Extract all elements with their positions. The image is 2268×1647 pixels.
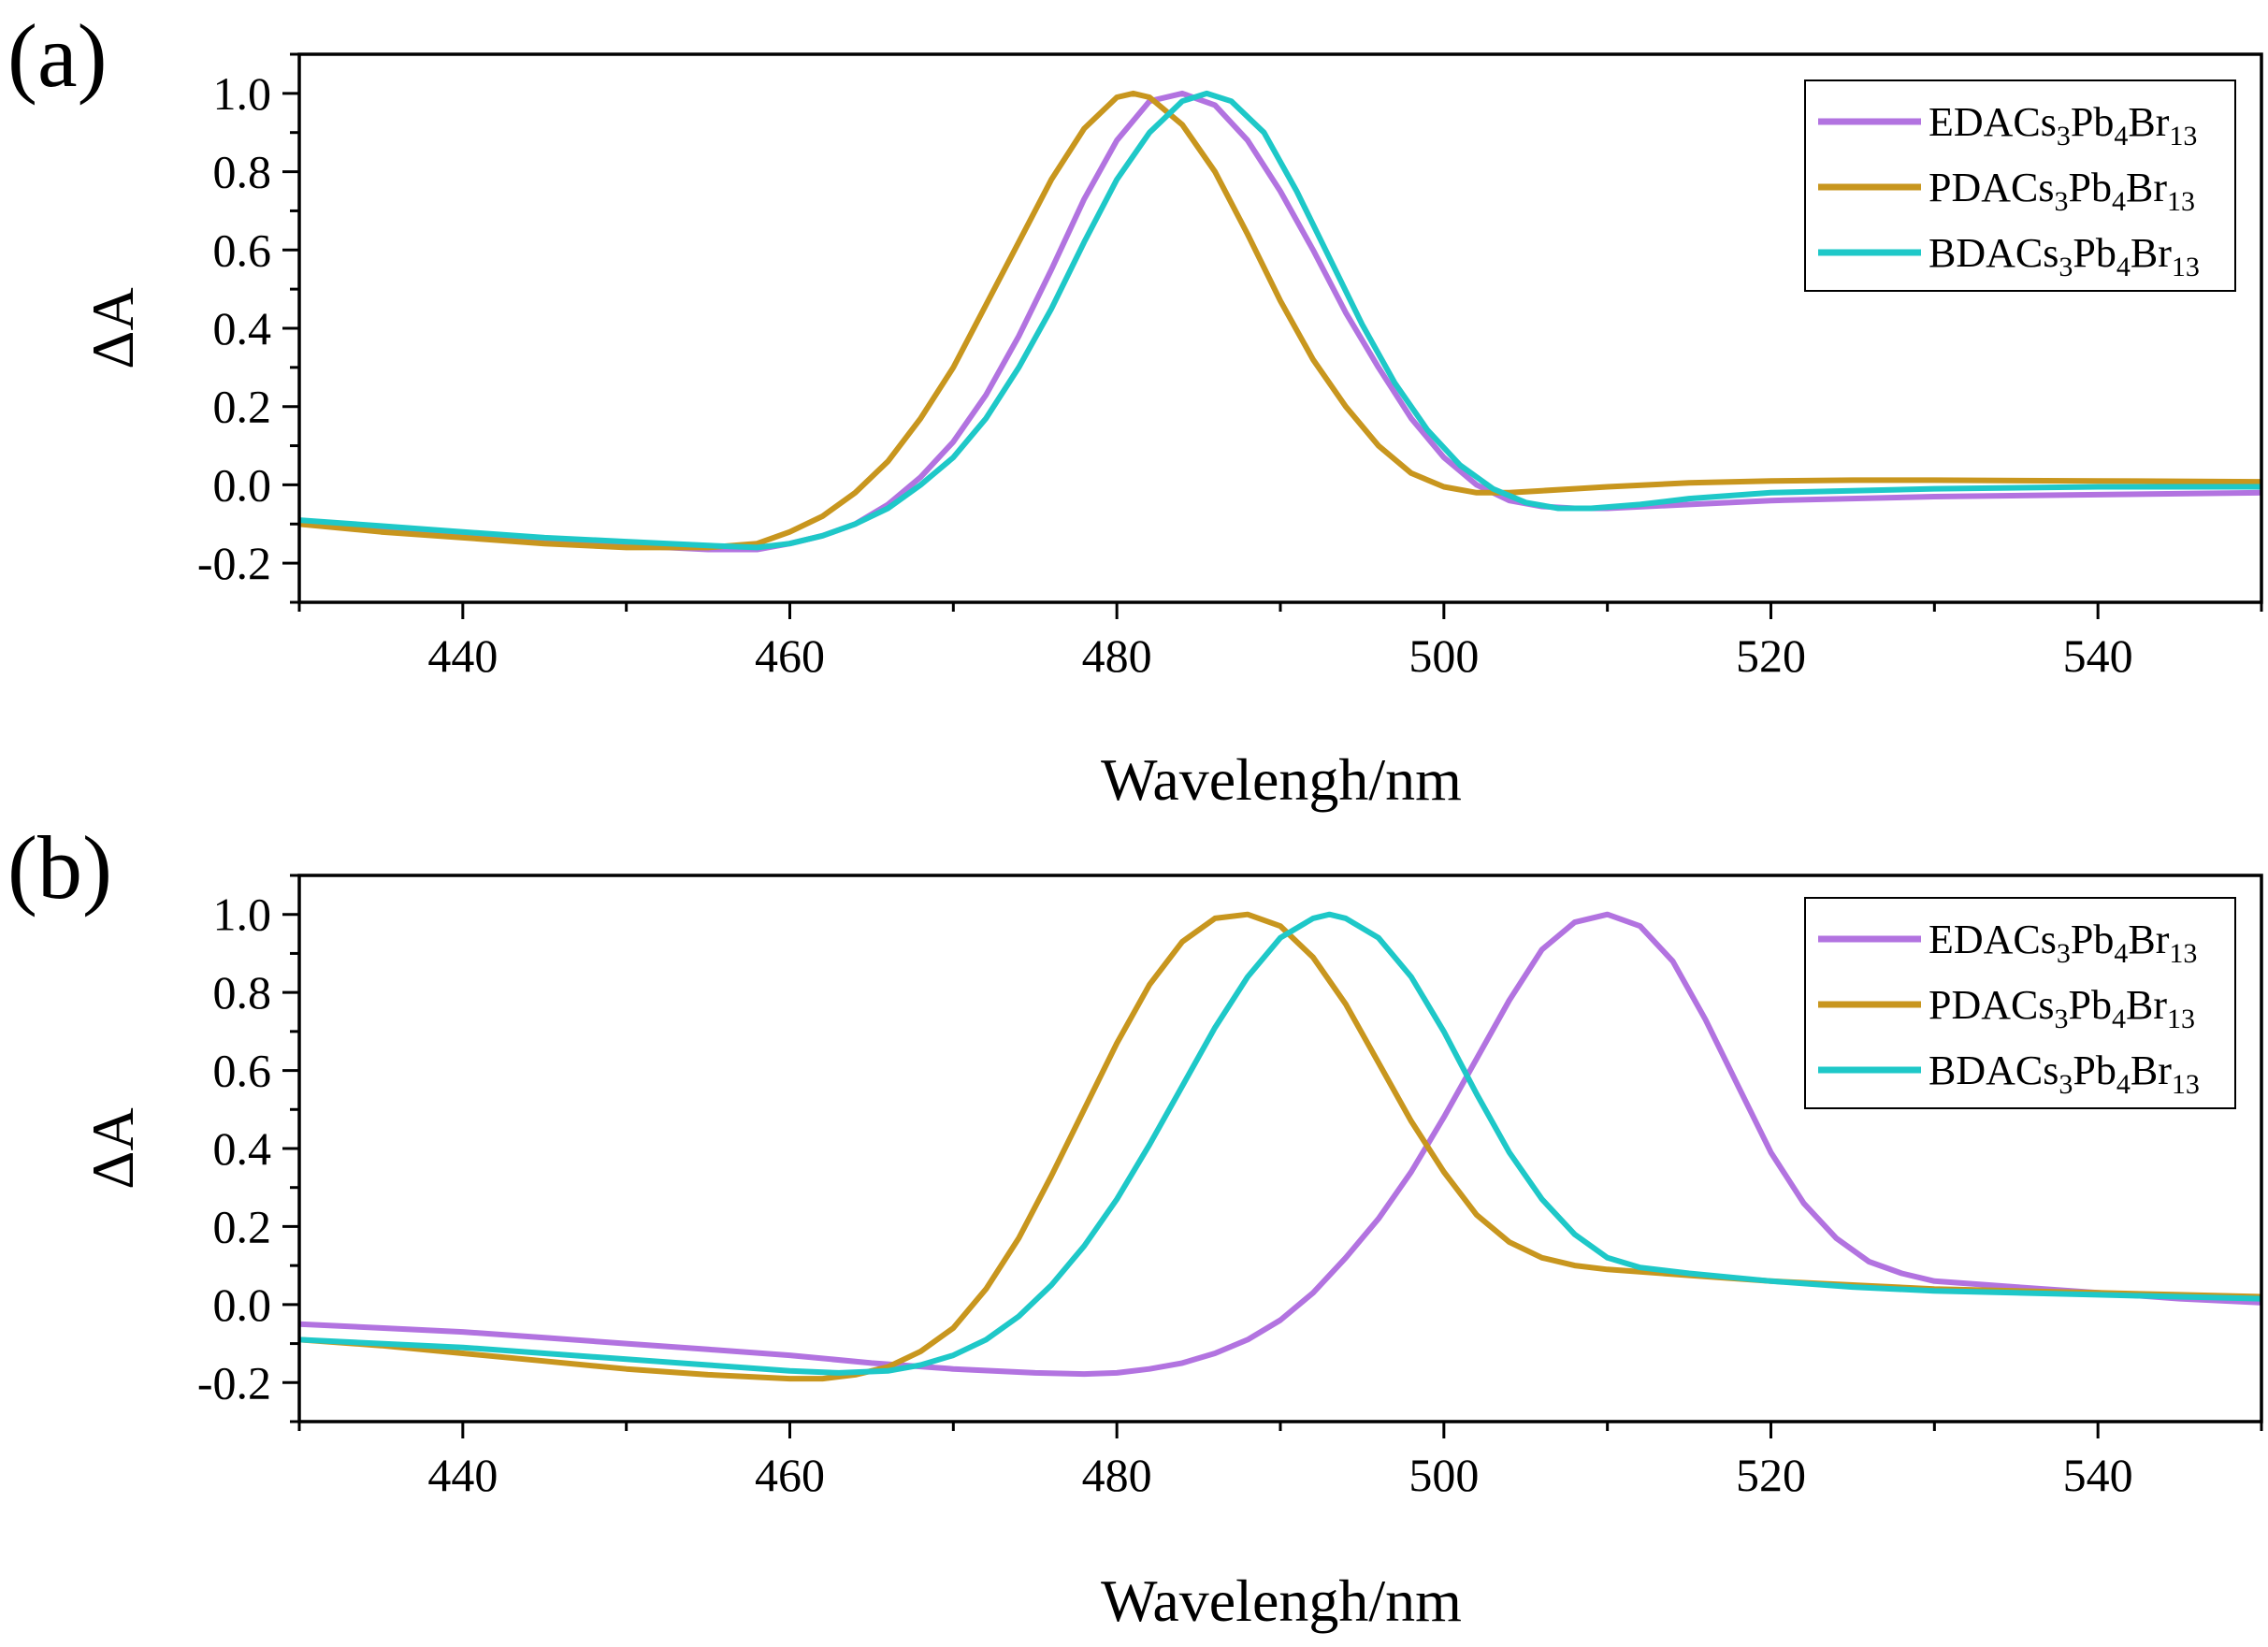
series-line-bdacs-b [299, 911, 2261, 1376]
x-axis-title-b: Wavelengh/nm [1101, 1568, 1462, 1634]
y-axis-title-b: ΔA [79, 1107, 146, 1189]
legend-text-part: PDACs [1929, 982, 2055, 1028]
legend-subscript: 3 [2059, 252, 2073, 282]
legend-text-part: Pb [2073, 230, 2116, 276]
x-tick-label-440-b: 440 [427, 1449, 498, 1501]
legend-subscript: 13 [2167, 186, 2195, 217]
legend-text-part: Br [2128, 99, 2169, 145]
x-axis-title-a: Wavelengh/nm [1101, 746, 1462, 813]
y-tick-label-0.0-b: 0.0 [213, 1279, 272, 1331]
legend-text-part: Pb [2069, 982, 2112, 1028]
y-axis-title-a: ΔA [79, 287, 146, 368]
legend-subscript: 13 [2167, 1004, 2195, 1034]
series-line-edacs-b [299, 911, 2261, 1378]
x-tick-label-480-a: 480 [1082, 629, 1152, 682]
legend-text-part: EDACs [1929, 917, 2057, 962]
y-tick-label-0.2-a: 0.2 [213, 381, 272, 433]
y-tick-label-0.8-b: 0.8 [213, 966, 272, 1019]
panel-label-a: (a) [7, 6, 108, 106]
x-tick-label-460-b: 460 [755, 1449, 825, 1501]
series-layer-a [299, 90, 2261, 553]
legend-label-bdacs-b: BDACs3Pb4Br13 [1929, 1047, 2200, 1100]
legend-subscript: 3 [2057, 121, 2071, 152]
legend-subscript: 13 [2169, 938, 2197, 969]
legend-text-part: Br [2126, 165, 2167, 210]
y-tick-label-0.4-a: 0.4 [213, 302, 272, 354]
panel-b: (b) 440 460 480 500 520 540 -0.2 0.0 0.2 0.4 0.6 0.… [7, 817, 2263, 1634]
y-tick-label-0.6-b: 0.6 [213, 1045, 272, 1097]
legend-subscript: 4 [2112, 186, 2126, 217]
y-tick-label--0.2-b: -0.2 [197, 1356, 271, 1409]
x-tick-label-500-a: 500 [1408, 629, 1479, 682]
legend-label-edacs-b: EDACs3Pb4Br13 [1929, 917, 2197, 969]
legend-text-part: BDACs [1929, 1047, 2059, 1093]
x-tick-label-460-a: 460 [755, 629, 825, 682]
y-tick-label-0.6-a: 0.6 [213, 224, 272, 276]
legend-subscript: 4 [2112, 1004, 2126, 1034]
legend-subscript: 4 [2116, 252, 2131, 282]
legend-text-part: BDACs [1929, 230, 2059, 276]
panel-a: (a) 440 460 480 500 520 540 -0.2 0.0 0.2 0.4 0.6 0.… [7, 6, 2263, 813]
x-tick-label-440-a: 440 [427, 629, 498, 682]
legend-subscript: 3 [2055, 1004, 2069, 1034]
x-tick-label-540-a: 540 [2063, 629, 2133, 682]
x-tick-label-540-b: 540 [2063, 1449, 2133, 1501]
ticks-layer-a: 440 460 480 500 520 540 -0.2 0.0 0.2 0.4 0.6 0.8 1.0 [197, 52, 2263, 682]
series-layer-b [299, 911, 2261, 1382]
legend-subscript: 3 [2055, 186, 2069, 217]
legend-text-part: Br [2126, 982, 2167, 1028]
x-tick-label-500-b: 500 [1408, 1449, 1479, 1501]
legend-text-part: Pb [2069, 165, 2112, 210]
x-tick-label-520-b: 520 [1736, 1449, 1806, 1501]
legend-label-bdacs-a: BDACs3Pb4Br13 [1929, 230, 2200, 282]
legend-subscript: 3 [2057, 938, 2071, 969]
legend-subscript: 4 [2114, 938, 2128, 969]
legend-text-part: PDACs [1929, 165, 2055, 210]
series-line-bdacs-a [299, 90, 2261, 551]
x-tick-label-480-b: 480 [1082, 1449, 1152, 1501]
legend-subscript: 4 [2116, 1069, 2131, 1100]
y-tick-label-1.0-a: 1.0 [213, 67, 272, 120]
y-tick-label-0.2-b: 0.2 [213, 1200, 272, 1252]
legend-text-part: Pb [2071, 917, 2114, 962]
y-tick-label-0.0-a: 0.0 [213, 458, 272, 511]
legend-text-part: Pb [2071, 99, 2114, 145]
legend-subscript: 13 [2172, 252, 2200, 282]
legend-text-part: Br [2128, 917, 2169, 962]
legend-subscript: 4 [2114, 121, 2128, 152]
legend-label-pdacs-b: PDACs3Pb4Br13 [1929, 982, 2195, 1034]
legend-text-part: Br [2131, 1047, 2172, 1093]
y-tick-label-0.4-b: 0.4 [213, 1122, 272, 1175]
legend-text-part: EDACs [1929, 99, 2057, 145]
y-tick-label-0.8-a: 0.8 [213, 146, 272, 198]
panel-label-b: (b) [7, 817, 112, 917]
ticks-layer-b: 440 460 480 500 520 540 -0.2 0.0 0.2 0.4 0.6 0.8 1.0 [197, 874, 2263, 1501]
legend-label-edacs-a: EDACs3Pb4Br13 [1929, 99, 2197, 152]
legend-label-pdacs-a: PDACs3Pb4Br13 [1929, 165, 2195, 217]
y-tick-label--0.2-a: -0.2 [197, 537, 271, 589]
legend-subscript: 13 [2172, 1069, 2200, 1100]
y-tick-label-1.0-b: 1.0 [213, 889, 272, 941]
legend-subscript: 13 [2169, 121, 2197, 152]
legend-subscript: 3 [2059, 1069, 2073, 1100]
series-line-pdacs-a [299, 90, 2261, 551]
x-tick-label-520-a: 520 [1736, 629, 1806, 682]
legend-text-part: Br [2131, 230, 2172, 276]
legend-text-part: Pb [2073, 1047, 2116, 1093]
